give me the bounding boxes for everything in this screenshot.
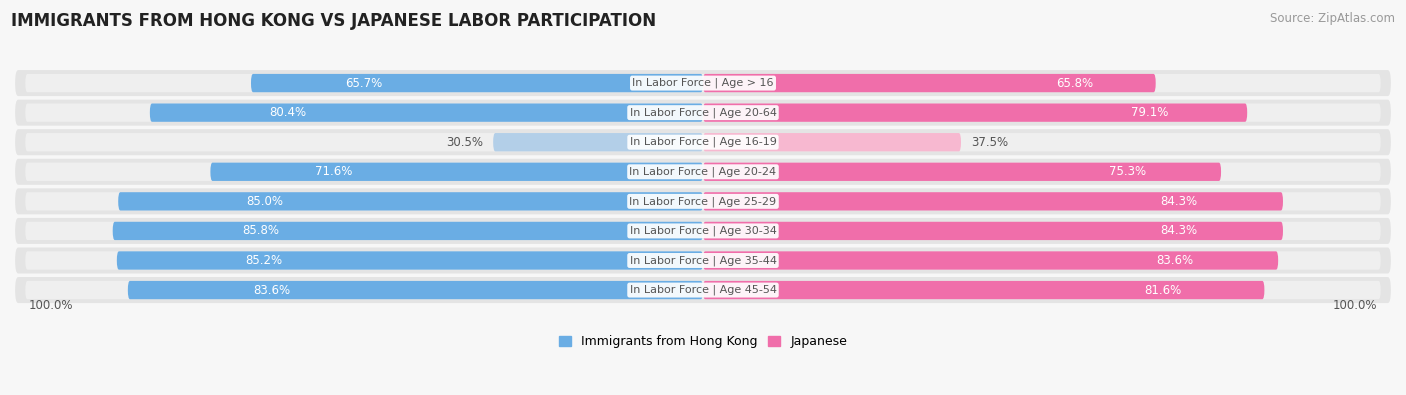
FancyBboxPatch shape — [252, 74, 703, 92]
FancyBboxPatch shape — [15, 218, 1391, 244]
Text: In Labor Force | Age 35-44: In Labor Force | Age 35-44 — [630, 255, 776, 266]
FancyBboxPatch shape — [15, 129, 1391, 155]
FancyBboxPatch shape — [703, 222, 1284, 240]
FancyBboxPatch shape — [25, 222, 1381, 240]
Text: Source: ZipAtlas.com: Source: ZipAtlas.com — [1270, 12, 1395, 25]
FancyBboxPatch shape — [15, 100, 1391, 126]
Legend: Immigrants from Hong Kong, Japanese: Immigrants from Hong Kong, Japanese — [558, 335, 848, 348]
Text: In Labor Force | Age 45-54: In Labor Force | Age 45-54 — [630, 285, 776, 295]
FancyBboxPatch shape — [150, 103, 703, 122]
Text: 79.1%: 79.1% — [1130, 106, 1168, 119]
Text: 71.6%: 71.6% — [315, 165, 353, 178]
FancyBboxPatch shape — [703, 74, 1156, 92]
Text: 83.6%: 83.6% — [1156, 254, 1194, 267]
FancyBboxPatch shape — [25, 103, 1381, 122]
Text: 65.8%: 65.8% — [1056, 77, 1092, 90]
FancyBboxPatch shape — [211, 163, 703, 181]
Text: 83.6%: 83.6% — [253, 284, 290, 297]
FancyBboxPatch shape — [25, 133, 1381, 151]
Text: 84.3%: 84.3% — [1160, 195, 1197, 208]
FancyBboxPatch shape — [25, 281, 1381, 299]
Text: 81.6%: 81.6% — [1144, 284, 1182, 297]
FancyBboxPatch shape — [703, 251, 1278, 270]
Text: 100.0%: 100.0% — [28, 299, 73, 312]
FancyBboxPatch shape — [703, 281, 1264, 299]
Text: 30.5%: 30.5% — [446, 136, 482, 149]
Text: 84.3%: 84.3% — [1160, 224, 1197, 237]
FancyBboxPatch shape — [703, 133, 960, 151]
Text: IMMIGRANTS FROM HONG KONG VS JAPANESE LABOR PARTICIPATION: IMMIGRANTS FROM HONG KONG VS JAPANESE LA… — [11, 12, 657, 30]
Text: 85.8%: 85.8% — [242, 224, 278, 237]
Text: 37.5%: 37.5% — [972, 136, 1008, 149]
FancyBboxPatch shape — [703, 192, 1284, 211]
Text: In Labor Force | Age 20-24: In Labor Force | Age 20-24 — [630, 167, 776, 177]
Text: In Labor Force | Age 25-29: In Labor Force | Age 25-29 — [630, 196, 776, 207]
Text: 85.0%: 85.0% — [246, 195, 283, 208]
FancyBboxPatch shape — [15, 188, 1391, 214]
Text: 75.3%: 75.3% — [1109, 165, 1146, 178]
Text: 85.2%: 85.2% — [245, 254, 283, 267]
Text: In Labor Force | Age 16-19: In Labor Force | Age 16-19 — [630, 137, 776, 147]
FancyBboxPatch shape — [15, 277, 1391, 303]
Text: In Labor Force | Age 20-64: In Labor Force | Age 20-64 — [630, 107, 776, 118]
FancyBboxPatch shape — [494, 133, 703, 151]
FancyBboxPatch shape — [703, 163, 1220, 181]
FancyBboxPatch shape — [112, 222, 703, 240]
FancyBboxPatch shape — [25, 163, 1381, 181]
FancyBboxPatch shape — [128, 281, 703, 299]
FancyBboxPatch shape — [117, 251, 703, 270]
FancyBboxPatch shape — [15, 159, 1391, 185]
FancyBboxPatch shape — [25, 251, 1381, 270]
Text: 65.7%: 65.7% — [346, 77, 382, 90]
Text: In Labor Force | Age 30-34: In Labor Force | Age 30-34 — [630, 226, 776, 236]
FancyBboxPatch shape — [703, 103, 1247, 122]
Text: 80.4%: 80.4% — [270, 106, 307, 119]
Text: In Labor Force | Age > 16: In Labor Force | Age > 16 — [633, 78, 773, 88]
FancyBboxPatch shape — [15, 248, 1391, 273]
FancyBboxPatch shape — [25, 74, 1381, 92]
FancyBboxPatch shape — [25, 192, 1381, 211]
FancyBboxPatch shape — [118, 192, 703, 211]
Text: 100.0%: 100.0% — [1333, 299, 1378, 312]
FancyBboxPatch shape — [15, 70, 1391, 96]
